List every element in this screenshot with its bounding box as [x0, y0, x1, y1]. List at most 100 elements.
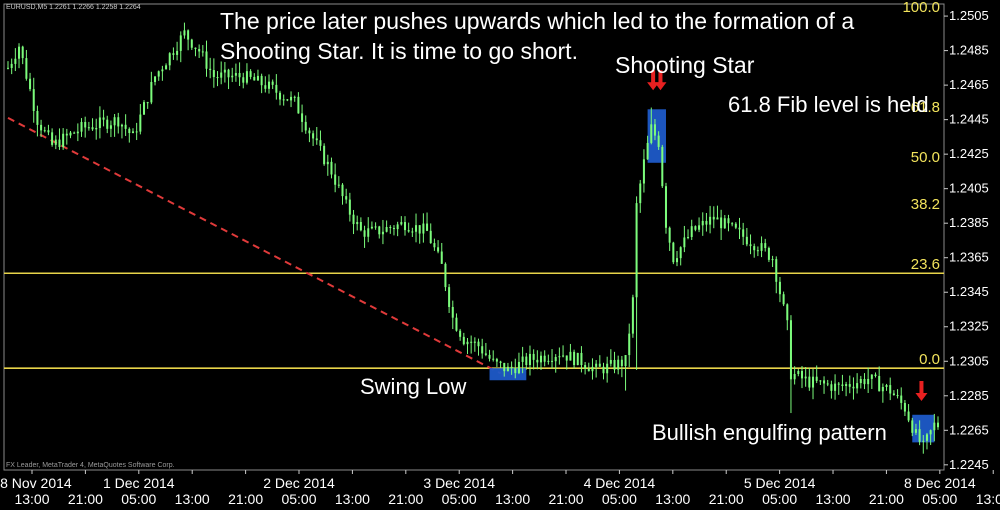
- candle-body: [804, 376, 807, 379]
- candle-body: [503, 362, 506, 372]
- candle: [201, 45, 204, 57]
- candle: [900, 387, 903, 410]
- candle: [782, 291, 785, 307]
- candle: [481, 338, 484, 359]
- candle: [21, 45, 24, 65]
- candle-body: [286, 99, 289, 101]
- candle: [591, 358, 594, 380]
- candle: [6, 61, 10, 70]
- candle: [245, 63, 248, 85]
- candle-body: [282, 99, 285, 101]
- trend-line-group: [7, 117, 502, 375]
- candle-body: [260, 75, 263, 86]
- candle: [128, 127, 131, 143]
- candle-body: [330, 161, 333, 175]
- candle: [631, 294, 634, 338]
- candle-body: [459, 330, 462, 337]
- candle: [87, 121, 90, 131]
- candle: [565, 355, 568, 370]
- candle-body: [896, 395, 899, 397]
- candle: [635, 196, 638, 370]
- candle-body: [426, 223, 429, 231]
- candle: [878, 366, 881, 392]
- candle-body: [187, 30, 190, 40]
- candle-body: [602, 366, 605, 374]
- candle: [142, 100, 146, 115]
- candle: [650, 107, 653, 145]
- candle: [256, 69, 259, 81]
- candle-body: [760, 243, 763, 251]
- candle: [698, 217, 701, 233]
- candle-body: [363, 230, 366, 237]
- candle: [694, 225, 697, 232]
- candle-body: [694, 226, 697, 230]
- annotation-shooting-star: Shooting Star: [615, 52, 755, 78]
- candle: [760, 236, 763, 258]
- candle-body: [106, 119, 109, 129]
- candle-body: [238, 73, 241, 78]
- x-time-label: 13:00: [976, 491, 1000, 507]
- candle: [234, 63, 237, 82]
- candle-body: [95, 127, 98, 130]
- candle: [771, 255, 774, 268]
- candle: [859, 375, 862, 389]
- candle-body: [403, 222, 407, 231]
- candle-body: [201, 51, 204, 53]
- candle: [800, 365, 804, 389]
- candle: [753, 243, 756, 258]
- candle: [411, 227, 414, 237]
- candle-body: [194, 47, 197, 49]
- candle: [867, 367, 870, 393]
- candle-body: [131, 131, 134, 134]
- x-date-label: 8 Dec 2014: [904, 475, 976, 491]
- candle-body: [712, 216, 715, 220]
- candle: [936, 416, 940, 430]
- candle: [881, 383, 884, 403]
- candle: [220, 61, 223, 85]
- candle: [558, 347, 561, 365]
- candle: [150, 71, 153, 105]
- candle-body: [422, 223, 425, 234]
- candle-body: [389, 227, 392, 229]
- candle-body: [315, 138, 318, 141]
- x-time-label: 21:00: [709, 491, 744, 507]
- y-tick-label: 1.2505: [949, 8, 989, 23]
- candle: [330, 157, 333, 179]
- annotation-bullish-engulfing: Bullish engulfing pattern: [652, 420, 887, 445]
- candle: [73, 131, 76, 134]
- candle-body: [525, 356, 528, 366]
- candle-body: [598, 363, 601, 367]
- candle-body: [506, 366, 509, 372]
- candle: [25, 49, 28, 81]
- candle-body: [297, 96, 300, 114]
- candle: [778, 276, 781, 303]
- candle-body: [341, 184, 344, 197]
- candle-body: [227, 69, 230, 78]
- candle-body: [84, 121, 87, 128]
- candle-body: [337, 184, 340, 186]
- candle: [841, 374, 844, 392]
- candle-body: [716, 217, 719, 220]
- candle: [657, 131, 660, 150]
- candle-body: [293, 96, 296, 98]
- candle-body: [267, 81, 270, 89]
- candle: [275, 74, 278, 100]
- candle-body: [521, 356, 524, 362]
- candle: [183, 22, 186, 39]
- candle: [396, 221, 399, 237]
- candle: [852, 377, 855, 400]
- candle-body: [429, 230, 432, 244]
- candle: [712, 206, 715, 229]
- candle: [212, 58, 215, 88]
- candle-body: [573, 351, 576, 366]
- candle: [374, 222, 377, 230]
- candle-body: [929, 430, 932, 435]
- x-time-label: 05:00: [442, 491, 477, 507]
- annotation-top: The price later pushes upwards which led…: [220, 8, 855, 64]
- candle-body: [753, 246, 756, 251]
- candle: [187, 29, 190, 51]
- candle-body: [499, 361, 502, 363]
- candle: [172, 47, 175, 60]
- candle-body: [440, 251, 443, 264]
